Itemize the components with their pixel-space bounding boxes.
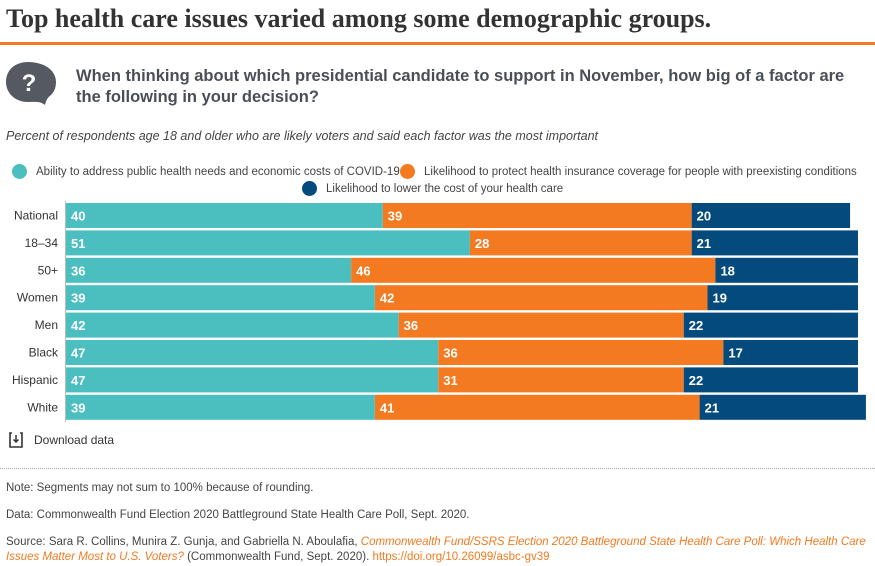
legend-item-covid: Ability to address public health needs a… xyxy=(12,164,400,179)
bar-segment xyxy=(374,285,708,311)
bar-segment xyxy=(469,230,692,256)
data-label: 31 xyxy=(443,373,457,388)
page-title: Top health care issues varied among some… xyxy=(6,4,712,33)
bar-segment xyxy=(66,230,470,256)
bar-segment xyxy=(707,285,858,311)
bar-segment xyxy=(66,257,352,283)
bar-segment xyxy=(438,340,724,365)
bar-segment xyxy=(66,367,439,393)
category-label: National xyxy=(14,209,58,223)
category-label: 18–34 xyxy=(25,236,59,250)
data-label: 42 xyxy=(71,318,85,333)
data-label: 42 xyxy=(380,291,394,306)
doi-link[interactable]: https://doi.org/10.26099/asbc-gv39 xyxy=(372,551,550,563)
data-label: 41 xyxy=(380,400,394,415)
divider xyxy=(0,468,875,469)
bar-segment xyxy=(66,312,399,338)
bar-segment xyxy=(351,257,716,283)
source-report-link[interactable]: Commonwealth Fund/SSRS Election 2020 Bat… xyxy=(6,536,866,563)
data-label: 21 xyxy=(705,400,719,415)
data-label: 46 xyxy=(356,263,370,278)
bar-segment xyxy=(723,340,858,365)
category-label: White xyxy=(27,400,58,414)
data-label: 36 xyxy=(404,318,418,333)
data-label: 19 xyxy=(713,291,727,306)
stacked-bar-chart: National 40 39 20 18–34 51 28 21 50+ 36 46 18 Women 3… xyxy=(12,201,866,423)
bar-segment xyxy=(374,394,700,420)
category-label: Hispanic xyxy=(12,373,58,387)
bar-segment xyxy=(683,312,858,338)
bar-segment xyxy=(691,230,858,256)
data-label: 51 xyxy=(71,236,85,251)
bar-segment xyxy=(66,394,375,420)
data-label: 39 xyxy=(71,400,85,415)
bar-segment xyxy=(438,367,684,393)
legend-item-preexisting: Likelihood to protect health insurance c… xyxy=(400,164,857,179)
category-label: Men xyxy=(35,318,58,332)
data-label: 28 xyxy=(475,236,489,251)
title-rule xyxy=(0,42,875,45)
category-label: Women xyxy=(17,291,58,305)
footnote-source: Source: Sara R. Collins, Munira Z. Gunja… xyxy=(6,536,866,563)
question-text: When thinking about which presidential c… xyxy=(76,67,845,106)
data-label: 17 xyxy=(728,346,742,361)
download-icon xyxy=(9,432,23,448)
data-label: 39 xyxy=(388,209,402,224)
legend-swatch xyxy=(12,164,27,179)
data-label: 47 xyxy=(71,373,85,388)
bar-segment xyxy=(382,203,692,228)
bar-segment xyxy=(691,203,851,228)
data-label: 36 xyxy=(71,263,85,278)
bar-segment xyxy=(66,203,383,228)
data-label: 47 xyxy=(71,346,85,361)
footnote-data: Data: Commonwealth Fund Election 2020 Ba… xyxy=(6,509,470,521)
category-label: 50+ xyxy=(38,263,58,277)
data-label: 39 xyxy=(71,291,85,306)
data-label: 22 xyxy=(689,373,703,388)
bar-segment xyxy=(66,340,439,365)
category-label: Black xyxy=(29,346,59,360)
chart-subtitle: Percent of respondents age 18 and older … xyxy=(6,129,598,143)
data-label: 21 xyxy=(697,236,711,251)
bar-segment xyxy=(398,312,684,338)
question-bubble-icon: ? xyxy=(6,62,56,105)
data-label: 18 xyxy=(720,263,734,278)
legend-item-cost: Likelihood to lower the cost of your hea… xyxy=(302,181,563,196)
download-data-button[interactable]: Download data xyxy=(8,432,114,448)
bar-segment xyxy=(683,367,858,393)
footnote-note: Note: Segments may not sum to 100% becau… xyxy=(6,482,314,494)
bar-segment xyxy=(66,285,375,311)
data-label: 40 xyxy=(71,209,85,224)
bar-segment xyxy=(699,394,866,420)
data-label: 22 xyxy=(689,318,703,333)
bar-segment xyxy=(715,257,858,283)
legend-swatch xyxy=(302,181,317,196)
data-label: 36 xyxy=(443,346,457,361)
legend-swatch xyxy=(400,164,415,179)
svg-text:?: ? xyxy=(22,70,37,97)
data-label: 20 xyxy=(697,209,711,224)
